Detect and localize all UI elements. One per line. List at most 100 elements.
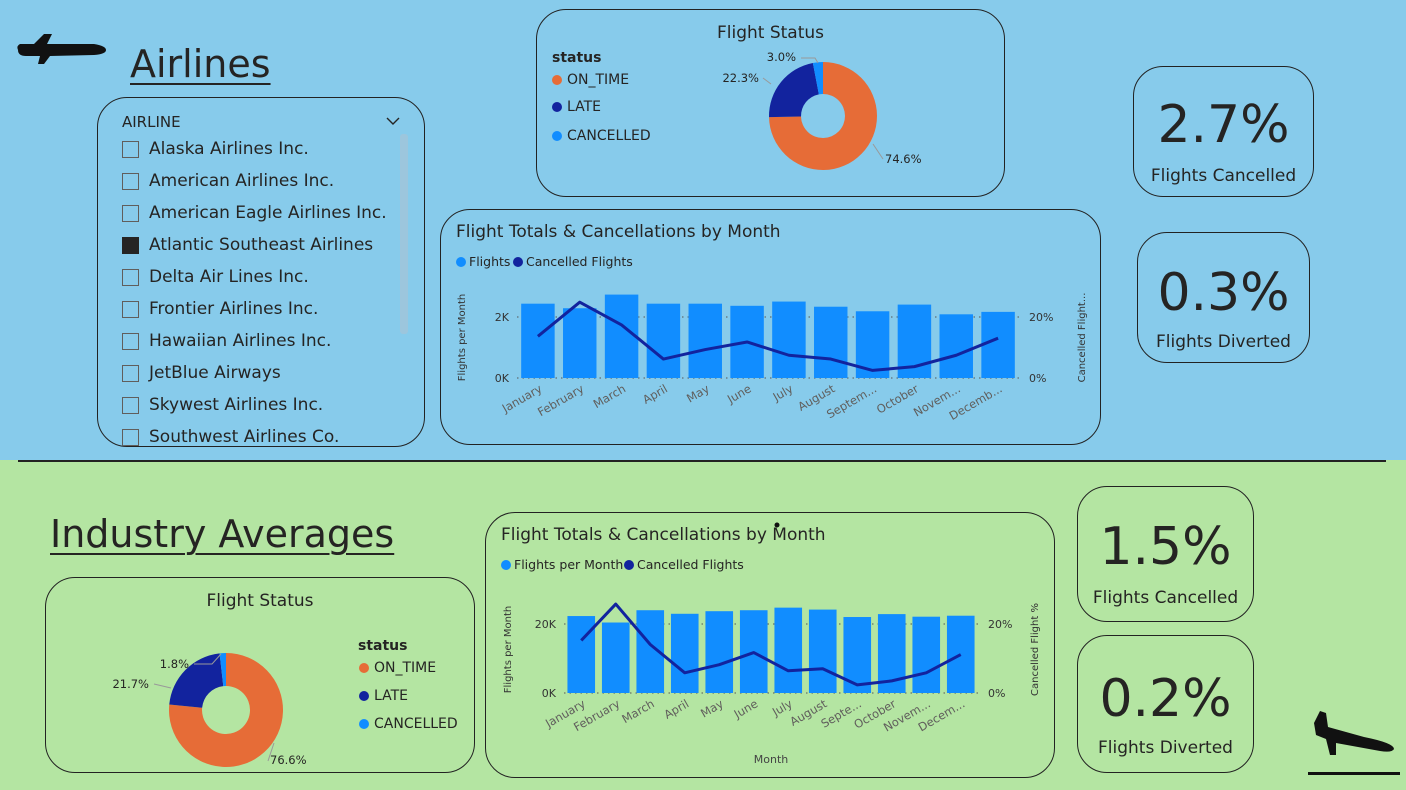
- kpi-label: Flights Diverted: [1098, 738, 1233, 758]
- y-left-tick: 0K: [495, 372, 510, 385]
- legend-item-cancelled[interactable]: CANCELLED: [552, 128, 651, 144]
- bar-july[interactable]: [772, 301, 806, 378]
- checkbox[interactable]: [122, 300, 139, 318]
- checkbox[interactable]: [122, 140, 139, 158]
- kpi-value: 0.3%: [1157, 263, 1290, 323]
- bar-may[interactable]: [705, 611, 734, 693]
- bar-august[interactable]: [808, 609, 837, 693]
- slicer-item[interactable]: Atlantic Southeast Airlines: [122, 235, 373, 255]
- checkbox[interactable]: [122, 332, 139, 350]
- bar-august[interactable]: [814, 306, 848, 378]
- airline-slicer: AIRLINE Alaska Airlines Inc. American Air…: [97, 97, 425, 447]
- checkbox[interactable]: [122, 172, 139, 190]
- x-tick-label: June: [731, 696, 761, 721]
- y-left-tick: 0K: [542, 687, 557, 700]
- slicer-item[interactable]: JetBlue Airways: [122, 363, 281, 383]
- flights-dot: [456, 256, 466, 267]
- y-right-tick: 0%: [988, 687, 1005, 700]
- bar-january[interactable]: [521, 303, 555, 378]
- legend-item-on-time[interactable]: ON_TIME: [359, 660, 436, 676]
- checkbox[interactable]: [122, 236, 139, 254]
- slicer-item-label: Hawaiian Airlines Inc.: [149, 331, 332, 351]
- slicer-item-label: Alaska Airlines Inc.: [149, 139, 309, 159]
- cancelled-flights-line[interactable]: [580, 602, 962, 687]
- donut-pct-label: 3.0%: [767, 50, 796, 64]
- slicer-item[interactable]: Delta Air Lines Inc.: [122, 267, 309, 287]
- kpi-label: Flights Diverted: [1156, 332, 1291, 352]
- donut-slice-late[interactable]: [169, 653, 224, 708]
- bar-february[interactable]: [563, 308, 597, 378]
- legend-item-on-time[interactable]: ON_TIME: [552, 72, 629, 88]
- y-right-tick: 20%: [988, 618, 1012, 631]
- slicer-item-label: Southwest Airlines Co.: [149, 427, 340, 447]
- monthly-combo-chart: 2K 0K 20% 0% Flights per Month Cancelled Flig…: [457, 293, 1088, 423]
- bar-july[interactable]: [774, 607, 803, 693]
- airlines-heading: Airlines: [130, 42, 271, 86]
- checkbox[interactable]: [122, 428, 139, 446]
- flight-status-card: Flight Status status ON_TIME LATE CANCEL…: [536, 9, 1005, 197]
- slicer-item[interactable]: Southwest Airlines Co.: [122, 427, 340, 447]
- donut-pct-label: 1.8%: [160, 657, 189, 671]
- slicer-item[interactable]: Frontier Airlines Inc.: [122, 299, 318, 319]
- slicer-item-label: Skywest Airlines Inc.: [149, 395, 324, 415]
- legend-item-late[interactable]: LATE: [552, 99, 601, 115]
- bar-november[interactable]: [939, 314, 973, 378]
- bar-april[interactable]: [646, 303, 681, 378]
- industry-averages-heading: Industry Averages: [50, 512, 395, 556]
- legend-item-flights[interactable]: Flights: [456, 254, 510, 269]
- industry-kpi-flights-diverted: 0.2% Flights Diverted: [1077, 635, 1254, 773]
- monthly-chart-card: Flight Totals & Cancellations by Month F…: [440, 209, 1101, 445]
- industry-flight-status-donut: 76.6% 21.7% 1.8%: [112, 653, 307, 767]
- flight-status-donut: 74.6% 22.3% 3.0%: [722, 50, 922, 171]
- bar-november[interactable]: [912, 616, 941, 693]
- x-tick-label: April: [640, 381, 670, 406]
- checkbox[interactable]: [122, 268, 139, 286]
- cancelled-dot: [359, 719, 369, 729]
- donut-slice-on-time[interactable]: [169, 653, 283, 767]
- x-tick-label: May: [684, 381, 712, 405]
- cancelled-flights-line[interactable]: [536, 300, 999, 372]
- chevron-down-icon[interactable]: [386, 116, 400, 126]
- x-tick-label: July: [770, 381, 796, 404]
- section-divider: [18, 460, 1386, 462]
- donut-slice-cancelled[interactable]: [219, 653, 226, 687]
- donut-leader-line: [872, 143, 884, 160]
- checkbox[interactable]: [122, 364, 139, 382]
- legend-item-late[interactable]: LATE: [359, 688, 408, 704]
- slicer-item[interactable]: American Airlines Inc.: [122, 171, 334, 191]
- slicer-item-label: American Airlines Inc.: [149, 171, 335, 191]
- legend-item-flights-per-month[interactable]: Flights per Month: [501, 557, 623, 572]
- slicer-item[interactable]: American Eagle Airlines Inc.: [122, 203, 387, 223]
- donut-pct-label: 21.7%: [112, 677, 149, 691]
- donut-slice-cancelled[interactable]: [812, 62, 823, 95]
- bar-april[interactable]: [670, 613, 699, 693]
- bar-may[interactable]: [688, 303, 722, 378]
- bar-february[interactable]: [601, 622, 630, 693]
- legend-item-cancelled[interactable]: CANCELLED: [359, 716, 458, 732]
- bar-january[interactable]: [567, 616, 596, 693]
- slicer-item[interactable]: Skywest Airlines Inc.: [122, 395, 323, 415]
- donut-leader-line: [153, 683, 172, 689]
- slicer-item[interactable]: Hawaiian Airlines Inc.: [122, 331, 331, 351]
- slicer-scrollbar[interactable]: [400, 134, 408, 334]
- y-right-tick: 0%: [1029, 372, 1046, 385]
- x-axis-title: Month: [753, 753, 789, 766]
- bar-december[interactable]: [981, 311, 1015, 378]
- donut-slice-on-time[interactable]: [769, 62, 877, 171]
- legend-item-cancelled-flights[interactable]: Cancelled Flights: [513, 254, 633, 269]
- slicer-item[interactable]: Alaska Airlines Inc.: [122, 139, 309, 159]
- kpi-label: Flights Cancelled: [1150, 166, 1297, 186]
- bar-december[interactable]: [946, 615, 975, 693]
- monthly-chart-title: Flight Totals & Cancellations by Month: [501, 525, 826, 545]
- x-tick-label: June: [724, 381, 754, 406]
- checkbox[interactable]: [122, 396, 139, 414]
- slicer-item-label: American Eagle Airlines Inc.: [149, 203, 387, 223]
- donut-leader-line: [762, 77, 772, 85]
- donut-slice-late[interactable]: [769, 62, 819, 118]
- kpi-value: 1.5%: [1099, 517, 1232, 577]
- bar-march[interactable]: [604, 294, 639, 378]
- checkbox[interactable]: [122, 204, 139, 222]
- airline-section-background: [0, 0, 1406, 460]
- legend-item-cancelled-flights[interactable]: Cancelled Flights: [624, 557, 744, 572]
